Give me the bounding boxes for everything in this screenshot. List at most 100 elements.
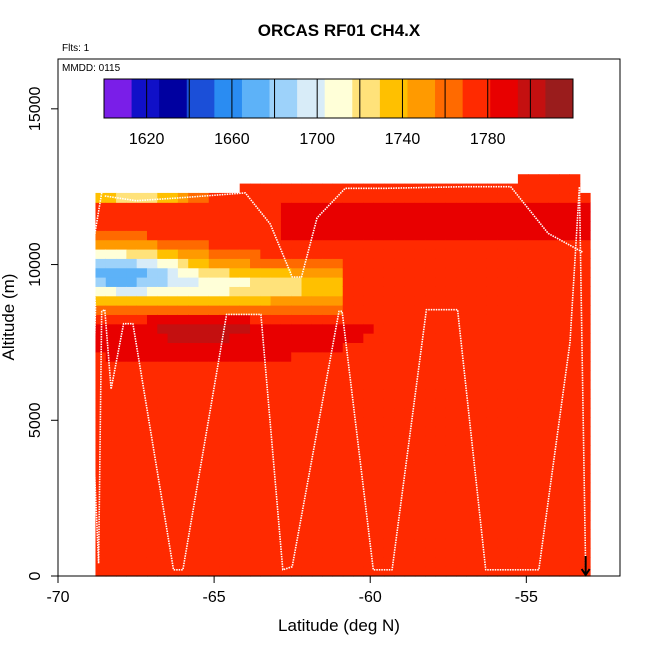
heatmap-cell [301, 305, 313, 315]
heatmap-cell [466, 248, 478, 259]
heatmap-cell [322, 220, 334, 231]
heatmap-cell [445, 211, 457, 222]
heatmap-cell [198, 267, 210, 278]
heatmap-cell [414, 379, 426, 390]
heatmap-cell [219, 463, 231, 474]
heatmap-cell [270, 547, 282, 558]
heatmap-cell [476, 277, 488, 287]
heatmap-cell [146, 305, 158, 315]
heatmap-cell [414, 463, 426, 474]
heatmap-cell [280, 239, 292, 250]
heatmap-cell [219, 295, 231, 306]
heatmap-cell [105, 286, 117, 297]
heatmap-cell [394, 370, 406, 381]
heatmap-cell [507, 445, 519, 456]
heatmap-cell [456, 398, 467, 409]
heatmap-cell [486, 277, 498, 287]
heatmap-cell [363, 426, 375, 437]
heatmap-cell [394, 519, 406, 530]
heatmap-cell [425, 323, 437, 334]
heatmap-cell [579, 314, 591, 325]
heatmap-cell [486, 361, 498, 372]
heatmap-cell [167, 463, 179, 474]
heatmap-cell [435, 192, 447, 203]
heatmap-cell [291, 454, 303, 465]
heatmap-cell [311, 482, 323, 493]
heatmap-cell [342, 547, 354, 558]
heatmap-cell [569, 370, 581, 381]
heatmap-cell [486, 248, 498, 259]
heatmap-cell [517, 192, 529, 203]
heatmap-cell [146, 426, 158, 437]
heatmap-cell [157, 248, 169, 259]
heatmap-cell [383, 557, 395, 568]
heatmap-cell [353, 351, 364, 362]
heatmap-cell [425, 305, 437, 315]
heatmap-cell [559, 286, 571, 297]
heatmap-cell [559, 239, 571, 250]
heatmap-cell [394, 323, 406, 334]
heatmap-cell [538, 482, 550, 493]
heatmap-cell [538, 445, 550, 456]
heatmap-cell [167, 435, 179, 446]
heatmap-cell [301, 426, 313, 437]
heatmap-cell [177, 305, 189, 315]
heatmap-cell [157, 258, 169, 269]
heatmap-cell [126, 547, 138, 558]
heatmap-cell [136, 295, 148, 306]
heatmap-cell [136, 407, 148, 418]
heatmap-cell [219, 305, 231, 315]
heatmap-cell [507, 323, 519, 334]
heatmap-cell [157, 342, 169, 353]
heatmap-cell [270, 295, 282, 306]
heatmap-cell [507, 230, 519, 241]
heatmap-cell [569, 342, 581, 353]
heatmap-cell [332, 482, 344, 493]
heatmap-cell [146, 491, 158, 502]
heatmap-cell [466, 230, 478, 241]
heatmap-cell [157, 407, 169, 418]
heatmap-cell [363, 370, 375, 381]
heatmap-cell [363, 230, 375, 241]
heatmap-cell [435, 454, 447, 465]
heatmap-cell [579, 342, 591, 353]
heatmap-cell [105, 557, 117, 568]
heatmap-cell [301, 566, 313, 577]
heatmap-cell [116, 295, 127, 306]
heatmap-cell [208, 295, 220, 306]
heatmap-cell [466, 286, 478, 297]
heatmap-cell [177, 370, 189, 381]
heatmap-cell [105, 314, 117, 325]
heatmap-cell [486, 547, 498, 558]
heatmap-cell [383, 342, 395, 353]
heatmap-cell [383, 473, 395, 484]
heatmap-cell [414, 529, 426, 540]
heatmap-cell [425, 491, 437, 502]
heatmap-cell [105, 445, 117, 456]
heatmap-cell [435, 407, 447, 418]
heatmap-cell [517, 202, 529, 213]
heatmap-cell [538, 463, 550, 474]
heatmap-cell [507, 220, 519, 231]
heatmap-cell [260, 454, 272, 465]
heatmap-cell [517, 547, 529, 558]
heatmap-cell [146, 370, 158, 381]
heatmap-cell [208, 547, 220, 558]
heatmap-cell [260, 538, 272, 549]
heatmap-cell [188, 398, 200, 409]
heatmap-cell [301, 220, 313, 231]
heatmap-cell [466, 183, 478, 194]
heatmap-cell [167, 557, 179, 568]
heatmap-cell [476, 547, 488, 558]
heatmap-cell [322, 445, 334, 456]
heatmap-cell [486, 295, 498, 306]
heatmap-cell [136, 529, 148, 540]
heatmap-cell [260, 323, 272, 334]
heatmap-cell [280, 277, 292, 287]
heatmap-cell [528, 277, 540, 287]
heatmap-cell [332, 389, 344, 400]
heatmap-cell [136, 323, 148, 334]
flight-track [91, 185, 587, 573]
heatmap-cell [322, 491, 334, 502]
heatmap-cell [579, 473, 591, 484]
